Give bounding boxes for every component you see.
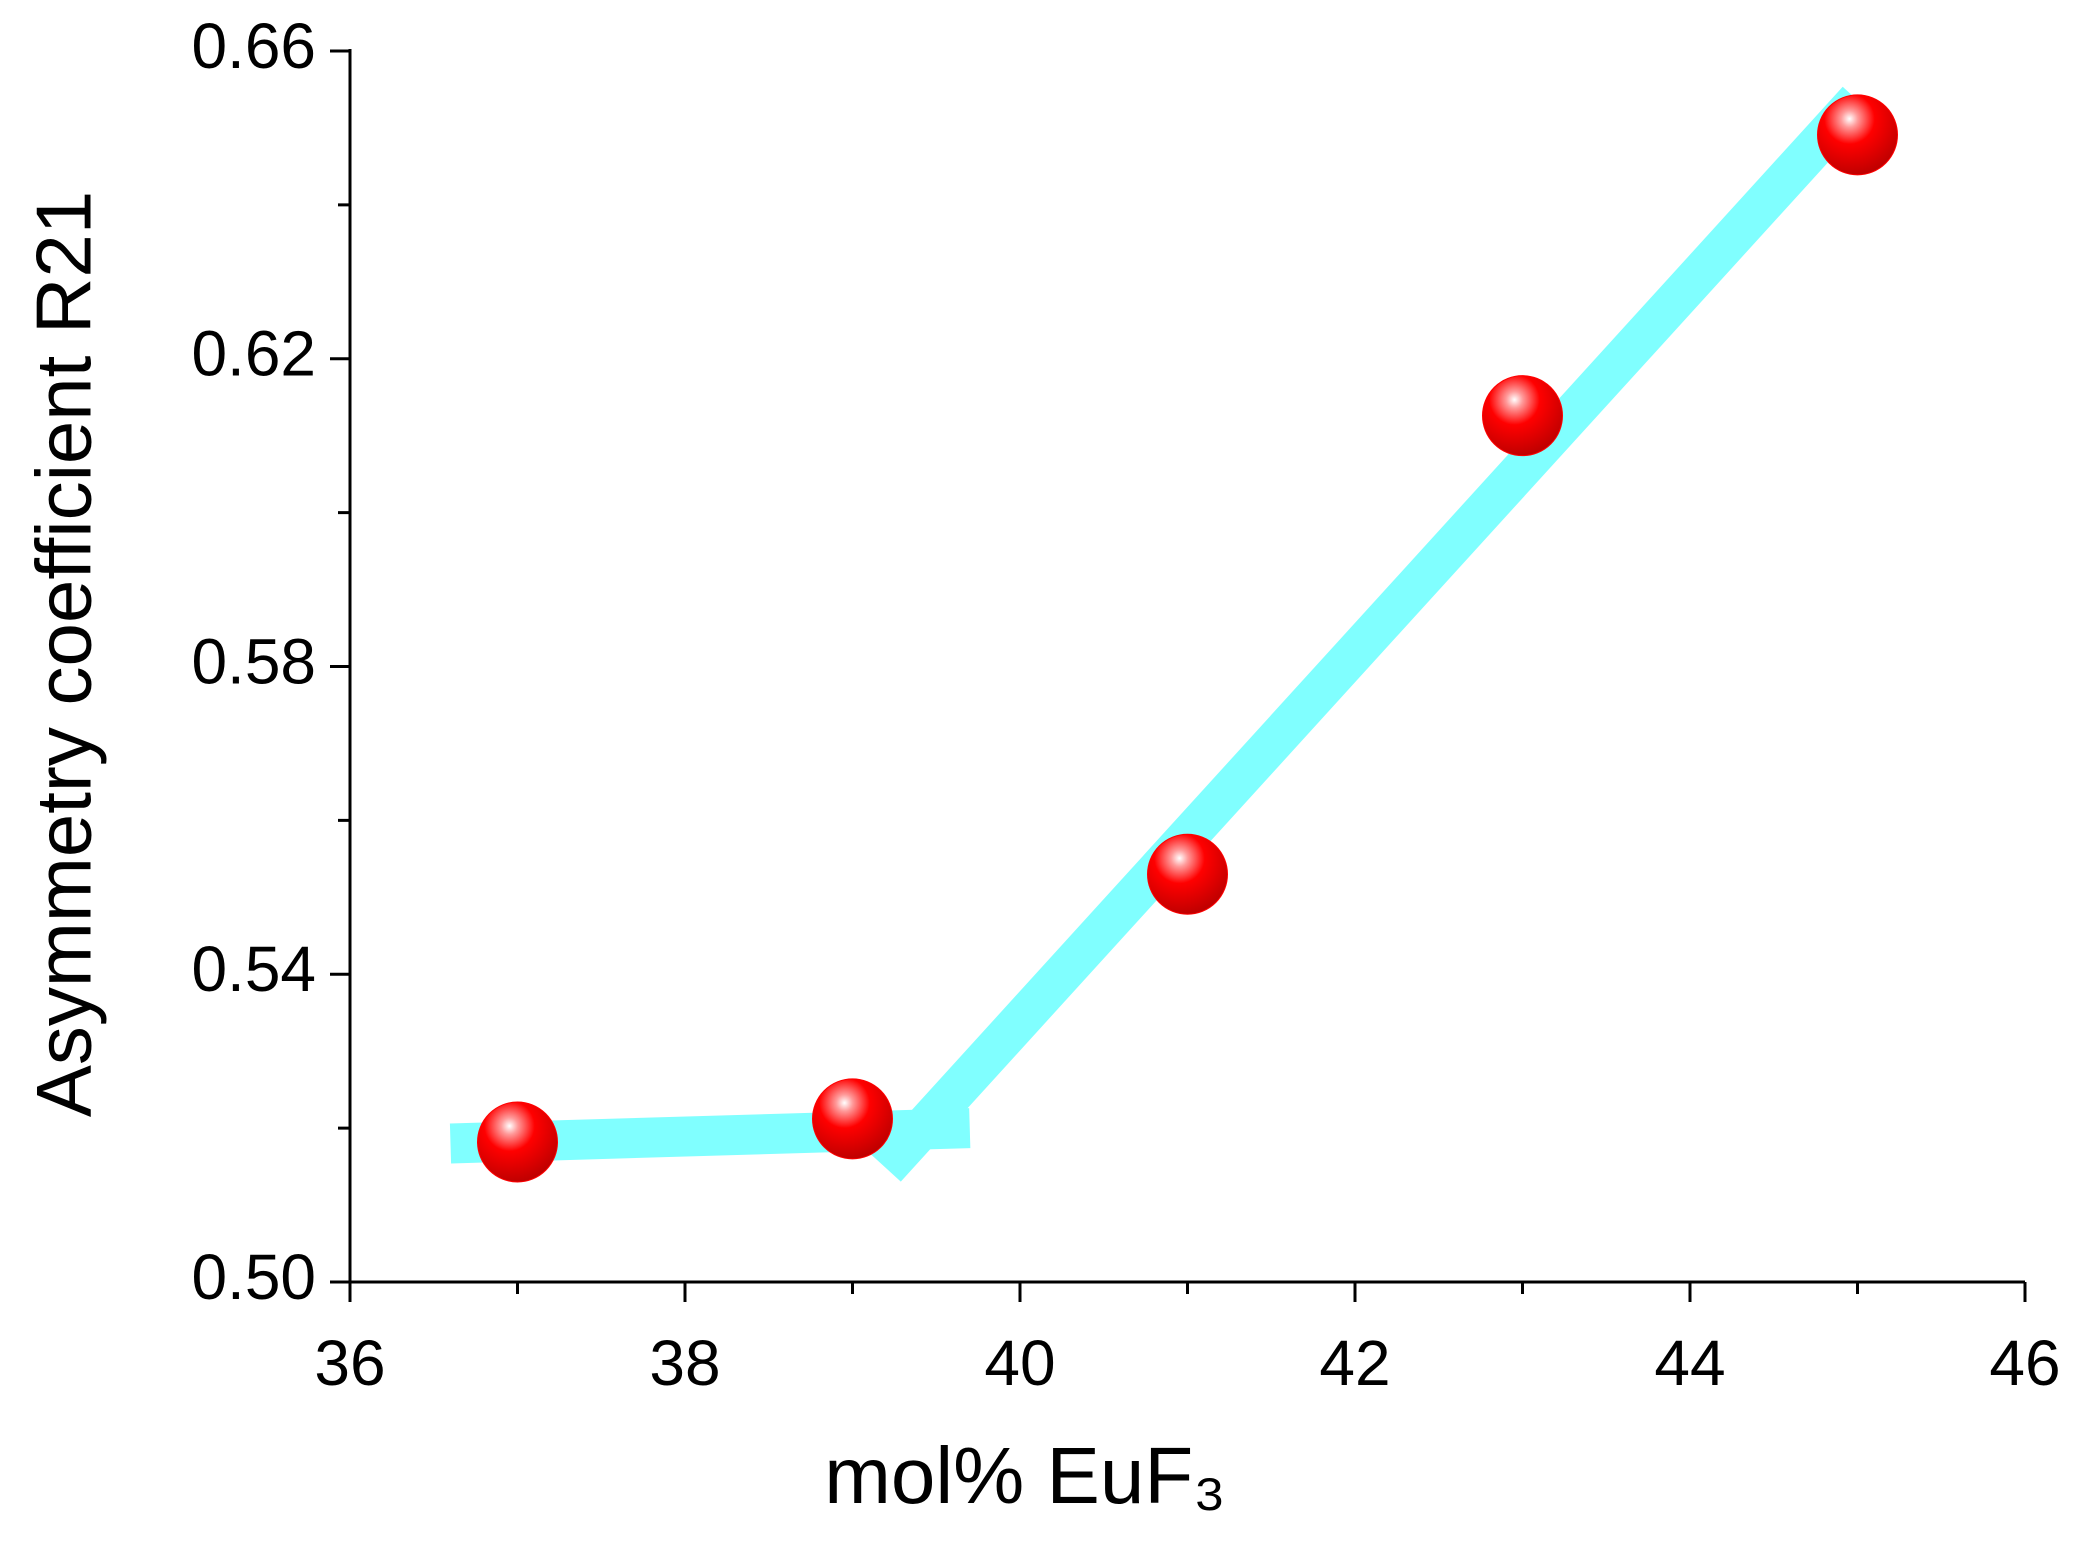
x-tick-label: 42 xyxy=(1319,1327,1390,1399)
y-axis-label: Asymmetry coefficient R21 xyxy=(20,191,108,1117)
x-tick-label: 44 xyxy=(1654,1327,1725,1399)
fit-line xyxy=(871,86,1873,1182)
x-tick-label: 36 xyxy=(314,1327,385,1399)
data-point xyxy=(477,1101,558,1183)
x-axis-label: mol% EuF₃ xyxy=(824,1431,1226,1520)
x-tick-label: 46 xyxy=(1989,1327,2060,1399)
y-tick-label: 0.66 xyxy=(191,10,316,82)
y-tick-label: 0.50 xyxy=(191,1241,316,1313)
data-point xyxy=(1147,833,1228,915)
x-tick-label: 40 xyxy=(984,1327,1055,1399)
data-point xyxy=(812,1078,893,1160)
y-tick-label: 0.58 xyxy=(191,625,316,697)
x-tick-label: 38 xyxy=(649,1327,720,1399)
data-point xyxy=(1482,375,1563,457)
y-tick-label: 0.62 xyxy=(191,318,316,390)
y-tick-label: 0.54 xyxy=(191,933,316,1005)
data-point xyxy=(1817,94,1898,176)
